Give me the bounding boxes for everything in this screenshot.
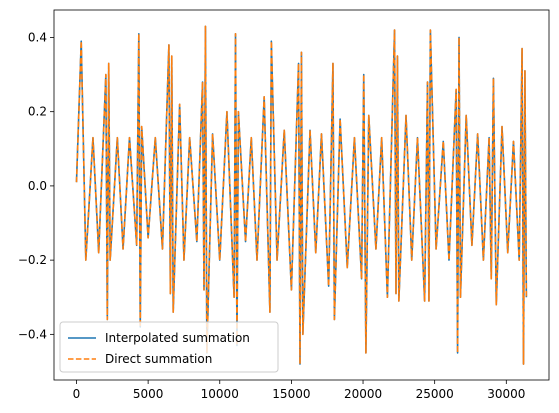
legend-label-interpolated: Interpolated summation [105, 331, 250, 345]
x-tick-label: 15000 [272, 387, 310, 401]
x-tick-label: 5000 [133, 387, 164, 401]
legend: Interpolated summation Direct summation [59, 321, 279, 373]
y-tick-label: 0.2 [28, 105, 47, 119]
x-axis: 0 5000 10000 15000 20000 25000 30000 [73, 380, 525, 401]
y-axis: −0.4 −0.2 0.0 0.2 0.4 [18, 30, 54, 341]
y-tick-label: 0.0 [28, 179, 47, 193]
x-tick-label: 30000 [487, 387, 525, 401]
x-tick-label: 0 [73, 387, 81, 401]
y-tick-label: 0.4 [28, 30, 47, 44]
legend-label-direct: Direct summation [105, 352, 212, 366]
x-tick-label: 20000 [344, 387, 382, 401]
x-tick-label: 10000 [201, 387, 239, 401]
legend-box [59, 321, 279, 373]
y-tick-label: −0.2 [18, 253, 47, 267]
series-line-direct [75, 25, 528, 365]
y-tick-label: −0.4 [18, 327, 47, 341]
plot-frame [53, 9, 550, 381]
x-tick-label: 25000 [416, 387, 454, 401]
series-layer [75, 25, 528, 365]
